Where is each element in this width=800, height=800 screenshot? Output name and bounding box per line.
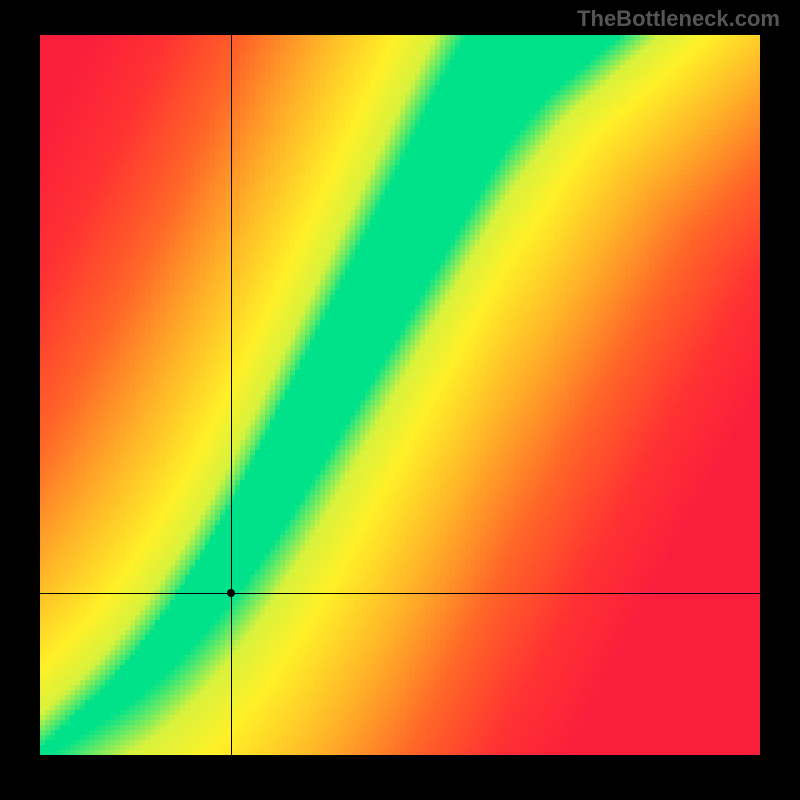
watermark-text: TheBottleneck.com [577,6,780,32]
crosshair-vertical [231,35,232,755]
heatmap-canvas [40,35,760,755]
crosshair-horizontal [40,593,760,594]
crosshair-marker [227,589,235,597]
chart-container: TheBottleneck.com [0,0,800,800]
plot-area [40,35,760,755]
